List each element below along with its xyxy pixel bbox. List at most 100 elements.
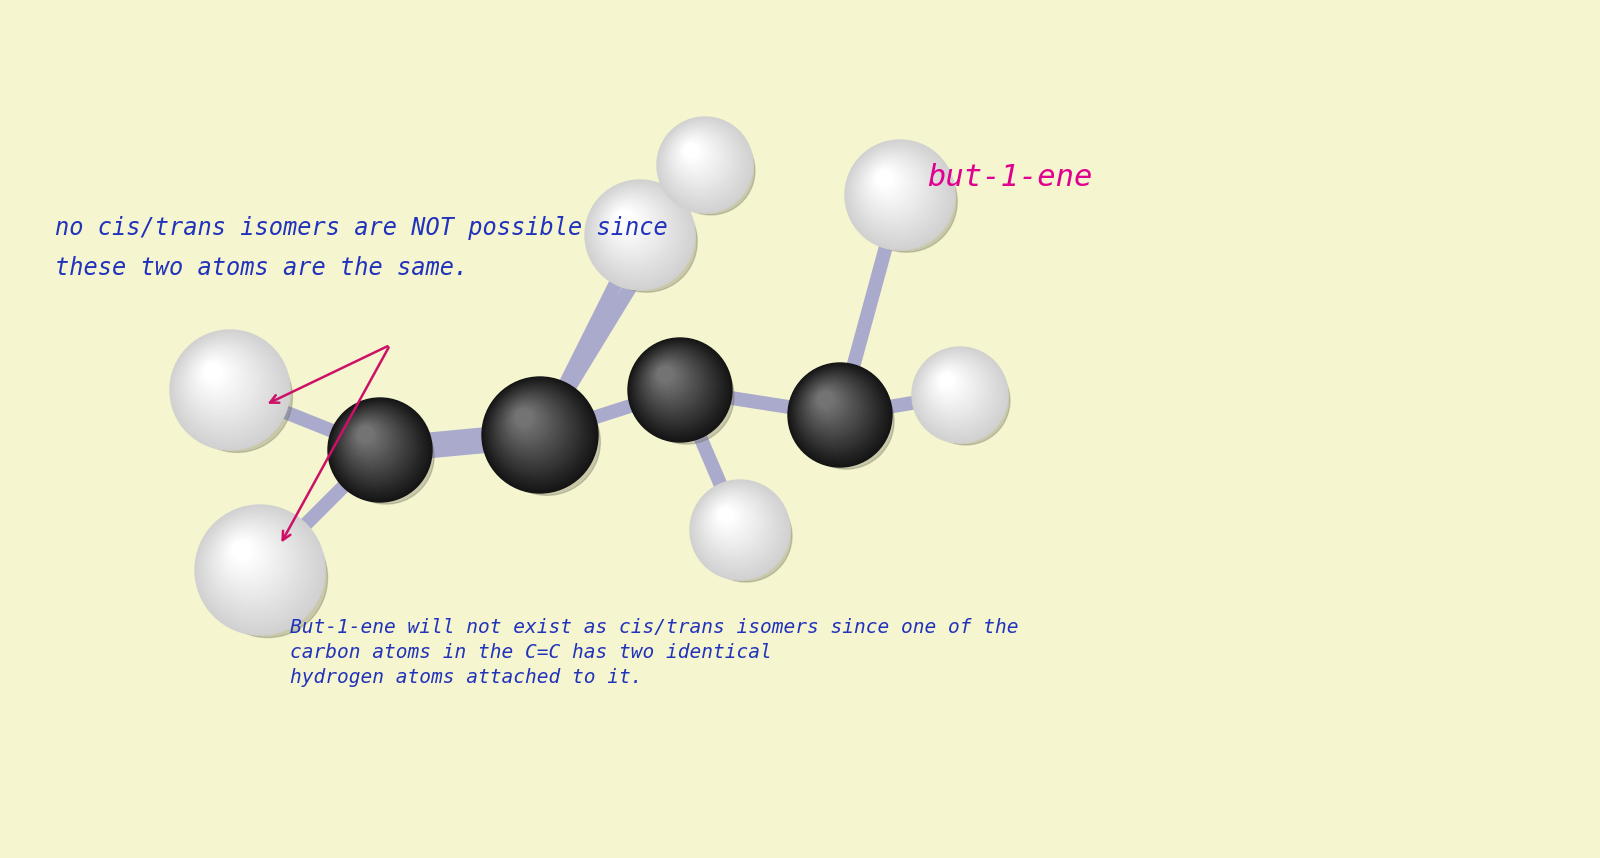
Circle shape bbox=[698, 487, 774, 565]
Circle shape bbox=[643, 353, 701, 410]
Circle shape bbox=[230, 540, 254, 563]
Circle shape bbox=[509, 402, 546, 439]
Circle shape bbox=[650, 359, 690, 398]
Circle shape bbox=[170, 330, 290, 450]
Circle shape bbox=[680, 140, 706, 165]
Circle shape bbox=[227, 536, 261, 571]
Circle shape bbox=[818, 391, 834, 408]
Circle shape bbox=[354, 423, 381, 450]
Circle shape bbox=[797, 372, 874, 449]
Circle shape bbox=[795, 370, 878, 453]
Circle shape bbox=[629, 339, 730, 440]
Circle shape bbox=[667, 128, 731, 191]
Circle shape bbox=[813, 387, 843, 417]
Circle shape bbox=[205, 515, 306, 615]
Circle shape bbox=[811, 386, 845, 420]
Circle shape bbox=[635, 345, 718, 428]
Circle shape bbox=[200, 510, 315, 625]
Circle shape bbox=[701, 490, 770, 559]
Circle shape bbox=[344, 414, 400, 470]
Circle shape bbox=[806, 381, 854, 429]
Circle shape bbox=[701, 490, 792, 582]
Circle shape bbox=[848, 143, 949, 244]
Circle shape bbox=[931, 366, 970, 404]
Circle shape bbox=[690, 480, 790, 580]
Circle shape bbox=[672, 131, 725, 184]
Circle shape bbox=[674, 133, 720, 180]
Circle shape bbox=[658, 366, 674, 382]
Circle shape bbox=[224, 533, 269, 577]
Circle shape bbox=[816, 390, 835, 409]
Circle shape bbox=[214, 524, 286, 595]
Circle shape bbox=[920, 354, 994, 428]
Circle shape bbox=[352, 422, 382, 452]
Circle shape bbox=[648, 357, 693, 402]
Circle shape bbox=[219, 528, 278, 588]
Circle shape bbox=[696, 486, 779, 569]
Circle shape bbox=[342, 411, 405, 474]
Circle shape bbox=[482, 377, 598, 493]
Circle shape bbox=[635, 346, 717, 426]
Circle shape bbox=[488, 383, 587, 482]
Circle shape bbox=[864, 158, 918, 212]
Circle shape bbox=[928, 363, 976, 410]
Circle shape bbox=[856, 151, 957, 252]
Circle shape bbox=[338, 408, 413, 482]
Circle shape bbox=[483, 378, 595, 491]
Circle shape bbox=[640, 349, 709, 418]
Circle shape bbox=[186, 344, 261, 420]
Circle shape bbox=[632, 341, 725, 434]
Circle shape bbox=[854, 149, 936, 231]
Circle shape bbox=[659, 119, 747, 208]
Circle shape bbox=[219, 529, 277, 585]
Circle shape bbox=[515, 409, 533, 426]
Circle shape bbox=[846, 142, 950, 245]
Circle shape bbox=[912, 347, 1008, 443]
Circle shape bbox=[594, 188, 678, 273]
Circle shape bbox=[499, 394, 563, 457]
Circle shape bbox=[706, 496, 758, 547]
Circle shape bbox=[600, 195, 664, 258]
Circle shape bbox=[920, 355, 992, 426]
Circle shape bbox=[187, 347, 256, 415]
Circle shape bbox=[930, 364, 974, 408]
Circle shape bbox=[858, 152, 930, 225]
Circle shape bbox=[602, 196, 662, 257]
Circle shape bbox=[938, 372, 957, 391]
Circle shape bbox=[491, 387, 578, 473]
Circle shape bbox=[603, 198, 658, 252]
Circle shape bbox=[213, 522, 291, 600]
Circle shape bbox=[178, 338, 274, 434]
Circle shape bbox=[638, 347, 712, 422]
Circle shape bbox=[699, 489, 771, 561]
Circle shape bbox=[802, 376, 867, 441]
Circle shape bbox=[939, 373, 954, 388]
Circle shape bbox=[683, 142, 702, 161]
Circle shape bbox=[171, 331, 288, 448]
Circle shape bbox=[638, 348, 710, 420]
Text: no cis/trans isomers are NOT possible since: no cis/trans isomers are NOT possible si… bbox=[54, 216, 667, 240]
Circle shape bbox=[627, 338, 733, 442]
Circle shape bbox=[930, 365, 971, 406]
Circle shape bbox=[509, 403, 544, 438]
Circle shape bbox=[853, 148, 939, 233]
Circle shape bbox=[173, 333, 283, 443]
Text: these two atoms are the same.: these two atoms are the same. bbox=[54, 256, 469, 280]
Circle shape bbox=[226, 535, 264, 572]
Circle shape bbox=[216, 525, 283, 593]
Circle shape bbox=[195, 354, 240, 400]
Circle shape bbox=[643, 353, 702, 412]
Circle shape bbox=[667, 127, 755, 214]
Circle shape bbox=[506, 401, 550, 444]
Circle shape bbox=[198, 509, 318, 627]
Circle shape bbox=[706, 495, 760, 549]
Circle shape bbox=[496, 390, 571, 466]
Circle shape bbox=[856, 150, 934, 229]
Circle shape bbox=[496, 391, 570, 464]
Circle shape bbox=[926, 361, 979, 414]
Circle shape bbox=[677, 136, 714, 172]
Circle shape bbox=[637, 347, 714, 424]
Circle shape bbox=[338, 407, 414, 484]
Circle shape bbox=[874, 167, 899, 193]
Circle shape bbox=[613, 206, 642, 235]
